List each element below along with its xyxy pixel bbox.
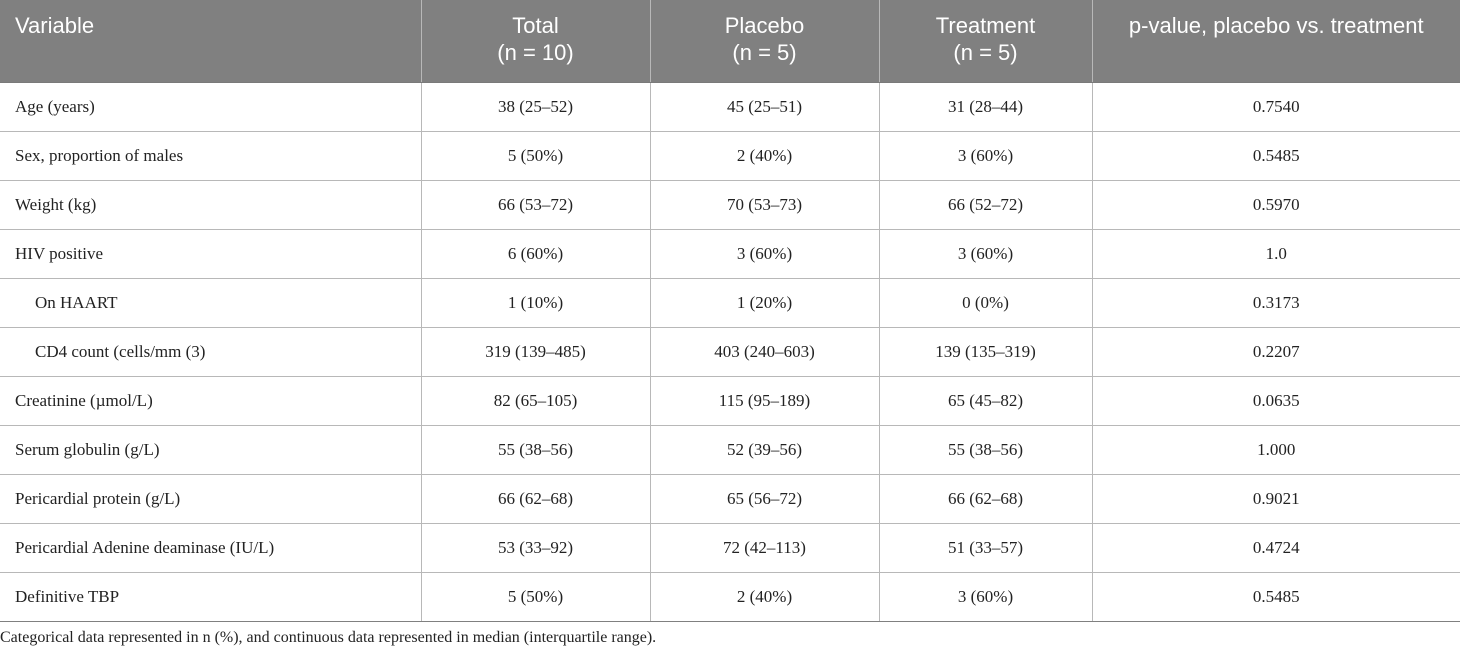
cell-total: 53 (33–92) xyxy=(420,523,650,573)
baseline-characteristics-table: Variable Total (n = 10) Placebo (n = 5) … xyxy=(0,0,1460,622)
cell-total: 82 (65–105) xyxy=(420,376,650,426)
table-row: On HAART 1 (10%) 1 (20%) 0 (0%) 0.3173 xyxy=(0,278,1460,328)
table-body: Age (years) 38 (25–52) 45 (25–51) 31 (28… xyxy=(0,82,1460,622)
header-treatment: Treatment (n = 5) xyxy=(878,0,1092,83)
cell-p-value: 0.2207 xyxy=(1091,327,1460,377)
table-row: Definitive TBP 5 (50%) 2 (40%) 3 (60%) 0… xyxy=(0,572,1460,622)
table-row: HIV positive 6 (60%) 3 (60%) 3 (60%) 1.0 xyxy=(0,229,1460,279)
cell-p-value: 0.5485 xyxy=(1091,131,1460,181)
cell-treatment: 3 (60%) xyxy=(878,229,1092,279)
cell-placebo: 3 (60%) xyxy=(649,229,879,279)
cell-placebo: 70 (53–73) xyxy=(649,180,879,230)
table-row: Sex, proportion of males 5 (50%) 2 (40%)… xyxy=(0,131,1460,181)
cell-variable: Pericardial protein (g/L) xyxy=(0,474,421,524)
cell-p-value: 0.5485 xyxy=(1091,572,1460,622)
cell-placebo: 65 (56–72) xyxy=(649,474,879,524)
table-row: Creatinine (µmol/L) 82 (65–105) 115 (95–… xyxy=(0,376,1460,426)
cell-placebo: 2 (40%) xyxy=(649,131,879,181)
cell-p-value: 0.5970 xyxy=(1091,180,1460,230)
cell-treatment: 3 (60%) xyxy=(878,131,1092,181)
table-header: Variable Total (n = 10) Placebo (n = 5) … xyxy=(0,0,1460,83)
cell-variable: Definitive TBP xyxy=(0,572,421,622)
table-row: Weight (kg) 66 (53–72) 70 (53–73) 66 (52… xyxy=(0,180,1460,230)
cell-treatment: 55 (38–56) xyxy=(878,425,1092,475)
header-row: Variable Total (n = 10) Placebo (n = 5) … xyxy=(0,0,1460,83)
cell-treatment: 66 (62–68) xyxy=(878,474,1092,524)
cell-treatment: 31 (28–44) xyxy=(878,82,1092,132)
cell-treatment: 66 (52–72) xyxy=(878,180,1092,230)
cell-variable: Sex, proportion of males xyxy=(0,131,421,181)
header-placebo: Placebo (n = 5) xyxy=(649,0,879,83)
cell-treatment: 3 (60%) xyxy=(878,572,1092,622)
cell-p-value: 1.0 xyxy=(1091,229,1460,279)
cell-total: 319 (139–485) xyxy=(420,327,650,377)
cell-treatment: 0 (0%) xyxy=(878,278,1092,328)
table-footnote: Categorical data represented in n (%), a… xyxy=(0,629,657,646)
cell-variable: Age (years) xyxy=(0,82,421,132)
header-variable: Variable xyxy=(0,0,421,83)
cell-placebo: 1 (20%) xyxy=(649,278,879,328)
cell-placebo: 403 (240–603) xyxy=(649,327,879,377)
cell-p-value: 0.3173 xyxy=(1091,278,1460,328)
cell-placebo: 52 (39–56) xyxy=(649,425,879,475)
table-row: Age (years) 38 (25–52) 45 (25–51) 31 (28… xyxy=(0,82,1460,132)
cell-treatment: 65 (45–82) xyxy=(878,376,1092,426)
table-row: Pericardial protein (g/L) 66 (62–68) 65 … xyxy=(0,474,1460,524)
table-row: Pericardial Adenine deaminase (IU/L) 53 … xyxy=(0,523,1460,573)
cell-total: 5 (50%) xyxy=(420,131,650,181)
cell-total: 6 (60%) xyxy=(420,229,650,279)
cell-treatment: 139 (135–319) xyxy=(878,327,1092,377)
cell-p-value: 0.4724 xyxy=(1091,523,1460,573)
table-row: CD4 count (cells/mm (3) 319 (139–485) 40… xyxy=(0,327,1460,377)
table-row: Serum globulin (g/L) 55 (38–56) 52 (39–5… xyxy=(0,425,1460,475)
cell-treatment: 51 (33–57) xyxy=(878,523,1092,573)
cell-total: 38 (25–52) xyxy=(420,82,650,132)
cell-total: 55 (38–56) xyxy=(420,425,650,475)
cell-variable: HIV positive xyxy=(0,229,421,279)
cell-variable: CD4 count (cells/mm (3) xyxy=(0,327,421,377)
cell-p-value: 0.9021 xyxy=(1091,474,1460,524)
cell-total: 66 (62–68) xyxy=(420,474,650,524)
cell-variable: Creatinine (µmol/L) xyxy=(0,376,421,426)
header-p-value: p-value, placebo vs. treatment xyxy=(1091,0,1460,83)
cell-variable: Pericardial Adenine deaminase (IU/L) xyxy=(0,523,421,573)
cell-placebo: 2 (40%) xyxy=(649,572,879,622)
cell-variable: On HAART xyxy=(0,278,421,328)
cell-p-value: 0.7540 xyxy=(1091,82,1460,132)
cell-variable: Serum globulin (g/L) xyxy=(0,425,421,475)
cell-p-value: 0.0635 xyxy=(1091,376,1460,426)
cell-placebo: 72 (42–113) xyxy=(649,523,879,573)
header-total: Total (n = 10) xyxy=(420,0,650,83)
cell-total: 5 (50%) xyxy=(420,572,650,622)
cell-total: 1 (10%) xyxy=(420,278,650,328)
cell-total: 66 (53–72) xyxy=(420,180,650,230)
cell-p-value: 1.000 xyxy=(1091,425,1460,475)
cell-placebo: 45 (25–51) xyxy=(649,82,879,132)
cell-placebo: 115 (95–189) xyxy=(649,376,879,426)
cell-variable: Weight (kg) xyxy=(0,180,421,230)
